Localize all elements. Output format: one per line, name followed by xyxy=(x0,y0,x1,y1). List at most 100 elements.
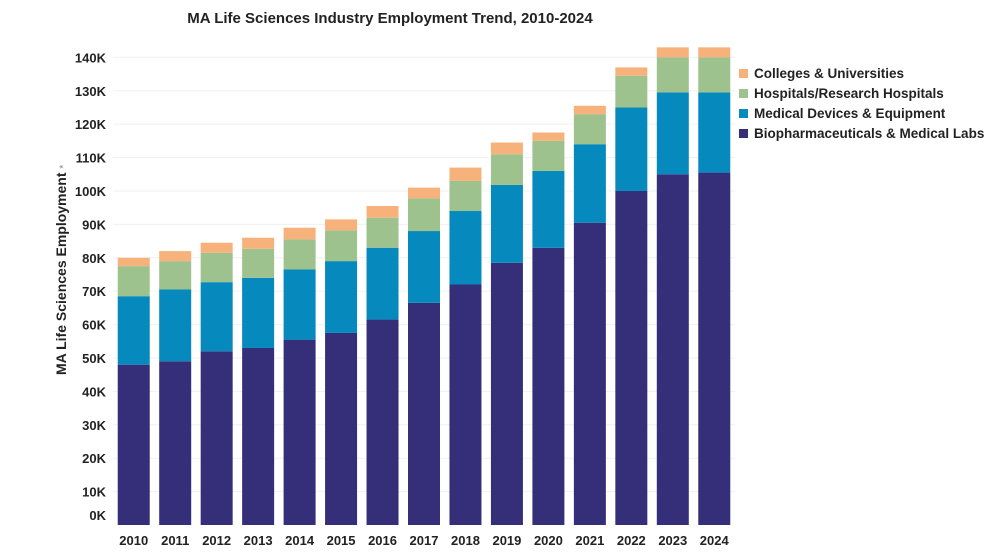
bar-segment xyxy=(698,172,731,525)
y-axis-ticks: 0K 10K 20K 30K 40K 50K 60K 70K 80K 90K 100K 110K 120… xyxy=(75,50,107,523)
bar-segment xyxy=(159,289,192,362)
bar-segment xyxy=(283,339,316,525)
bar-segment xyxy=(283,239,316,270)
bar-segment xyxy=(698,57,731,93)
bar-segment xyxy=(449,284,482,525)
bar-segment xyxy=(408,231,440,303)
bar-segment xyxy=(200,242,233,253)
bar-segment xyxy=(200,252,233,283)
bar-segment xyxy=(159,361,192,525)
bar-segment xyxy=(242,347,275,525)
bar-segment xyxy=(615,75,648,108)
bar-segment xyxy=(532,247,565,525)
chart-title: MA Life Sciences Industry Employment Tre… xyxy=(187,10,593,27)
bar-segment xyxy=(449,180,482,212)
bars xyxy=(117,47,731,526)
y-axis-label: MA Life Sciences Employment* xyxy=(53,164,69,375)
y-tick-label: 30K xyxy=(82,418,106,433)
bar-segment xyxy=(117,364,150,525)
legend-label: Hospitals/Research Hospitals xyxy=(754,86,944,101)
bar-segment xyxy=(117,266,150,297)
x-tick-label: 2017 xyxy=(410,533,439,548)
bar-segment xyxy=(200,282,233,352)
bar-segment xyxy=(532,170,565,248)
bar-segment xyxy=(615,67,648,76)
bar-segment xyxy=(532,132,565,141)
bar-segment xyxy=(573,144,606,223)
x-tick-label: 2018 xyxy=(451,533,480,548)
bar-segment xyxy=(200,351,233,525)
bar-segment xyxy=(615,107,648,191)
legend-label: Medical Devices & Equipment xyxy=(754,106,946,121)
bar-segment xyxy=(159,261,192,290)
bar-segment xyxy=(656,92,689,175)
bar-segment xyxy=(366,247,399,320)
y-tick-label: 90K xyxy=(82,217,106,232)
bar-segment xyxy=(449,211,482,285)
y-tick-label: 120K xyxy=(75,117,107,132)
bar-segment xyxy=(490,142,523,155)
legend-swatch xyxy=(739,129,748,138)
x-tick-label: 2011 xyxy=(161,533,189,548)
bar-segment xyxy=(656,57,689,93)
y-tick-label: 130K xyxy=(75,84,107,99)
x-tick-label: 2012 xyxy=(202,533,231,548)
y-tick-label: 20K xyxy=(82,451,106,466)
bar-segment xyxy=(242,237,275,249)
legend-label: Biopharmaceuticals & Medical Labs xyxy=(754,126,984,141)
x-tick-label: 2016 xyxy=(368,533,397,548)
bar-segment xyxy=(573,105,606,115)
x-tick-label: 2020 xyxy=(534,533,563,548)
x-tick-label: 2024 xyxy=(700,533,730,548)
x-tick-label: 2023 xyxy=(658,533,687,548)
y-tick-label: 100K xyxy=(75,184,107,199)
bar-segment xyxy=(656,47,689,58)
y-tick-label: 70K xyxy=(82,284,106,299)
bar-segment xyxy=(366,206,399,218)
legend-swatch xyxy=(739,69,748,78)
bar-segment xyxy=(283,269,316,340)
y-tick-label: 60K xyxy=(82,318,106,333)
bar-segment xyxy=(117,296,150,365)
legend-swatch xyxy=(739,109,748,118)
bar-segment xyxy=(325,261,358,333)
legend-swatch xyxy=(739,89,748,98)
bar-segment xyxy=(366,217,399,248)
y-tick-label: 80K xyxy=(82,251,106,266)
bar-segment xyxy=(242,248,275,278)
bar-segment xyxy=(283,227,316,240)
legend-label: Colleges & Universities xyxy=(754,66,904,81)
bar-segment xyxy=(325,332,358,525)
bar-segment xyxy=(490,184,523,263)
bar-segment xyxy=(408,198,440,232)
y-tick-label: 0K xyxy=(89,508,106,523)
bar-segment xyxy=(117,257,150,267)
bar-segment xyxy=(573,114,606,145)
y-tick-label: 140K xyxy=(75,50,107,65)
legend: Colleges & Universities Hospitals/Researc… xyxy=(739,66,984,141)
bar-segment xyxy=(615,190,648,525)
bar-segment xyxy=(325,219,358,231)
bar-segment xyxy=(698,92,731,173)
x-tick-label: 2014 xyxy=(285,533,315,548)
x-tick-label: 2015 xyxy=(327,533,356,548)
bar-segment xyxy=(159,251,192,262)
bar-segment xyxy=(408,187,440,199)
bar-segment xyxy=(573,222,606,525)
bar-segment xyxy=(698,47,731,58)
x-tick-label: 2019 xyxy=(492,533,521,548)
bar-segment xyxy=(449,167,482,181)
y-tick-label: 40K xyxy=(82,384,106,399)
y-tick-label: 10K xyxy=(82,485,106,500)
bar-segment xyxy=(325,230,358,262)
y-tick-label: 110K xyxy=(76,151,107,166)
bar-segment xyxy=(408,302,440,525)
bar-segment xyxy=(656,174,689,526)
bar-segment xyxy=(532,140,565,171)
x-tick-label: 2010 xyxy=(119,533,148,548)
bar-segment xyxy=(490,262,523,525)
x-tick-label: 2022 xyxy=(617,533,646,548)
x-axis-ticks: 2010 2011 2012 2013 2014 2015 2016 2017 2018 2019… xyxy=(119,533,729,548)
bar-segment xyxy=(366,319,399,525)
